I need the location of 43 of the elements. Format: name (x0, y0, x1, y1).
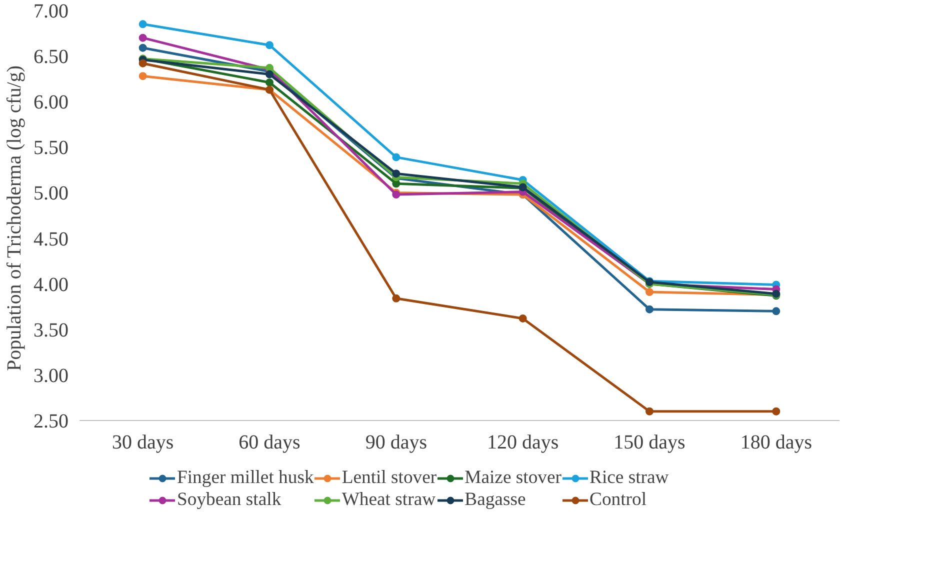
y-tick-label: 6.00 (34, 92, 68, 114)
y-tick-label: 6.50 (34, 46, 68, 68)
legend-label: Control (590, 489, 647, 511)
point (392, 153, 400, 162)
point (138, 72, 147, 80)
x-tick-label: 30 days (112, 432, 174, 454)
point (392, 170, 400, 178)
x-tick-label: 180 days (740, 432, 812, 454)
y-tick-label: 5.50 (34, 137, 68, 160)
y-tick-label: 3.00 (34, 364, 68, 387)
point (646, 288, 654, 296)
y-tick-label: 5.00 (34, 182, 68, 205)
point (138, 20, 147, 28)
point (772, 307, 780, 316)
x-tick-label: 60 days (238, 432, 301, 454)
legend-label: Lentil stover (342, 467, 437, 489)
y-axis-title: Population of Trichoderma (log cfu/g) (4, 65, 26, 371)
point (518, 314, 527, 322)
point (772, 407, 780, 416)
x-tick-label: 90 days (365, 432, 428, 454)
legend-label: Bagasse (464, 489, 526, 511)
point (392, 180, 400, 188)
x-tick-label: 120 days (487, 432, 559, 454)
legend-label: Soybean stalk (177, 489, 282, 511)
legend-label: Rice straw (590, 467, 669, 489)
point (266, 78, 274, 86)
legend-label: Finger millet husk (177, 467, 314, 489)
y-tick-label: 4.50 (34, 228, 68, 250)
x-tick-label: 150 days (614, 432, 686, 454)
y-tick-label: 2.50 (34, 410, 68, 432)
point (646, 305, 654, 314)
legend-label: Wheat straw (342, 489, 436, 511)
y-tick-label: 4.00 (34, 274, 68, 296)
point (266, 70, 274, 78)
point (266, 41, 274, 50)
point (138, 59, 147, 68)
legend-label: Maize stover (464, 467, 562, 489)
point (646, 407, 654, 416)
point (138, 44, 147, 52)
y-tick-label: 7.00 (34, 0, 68, 22)
point (392, 294, 400, 302)
y-tick-label: 3.50 (34, 319, 68, 342)
point (138, 34, 147, 42)
